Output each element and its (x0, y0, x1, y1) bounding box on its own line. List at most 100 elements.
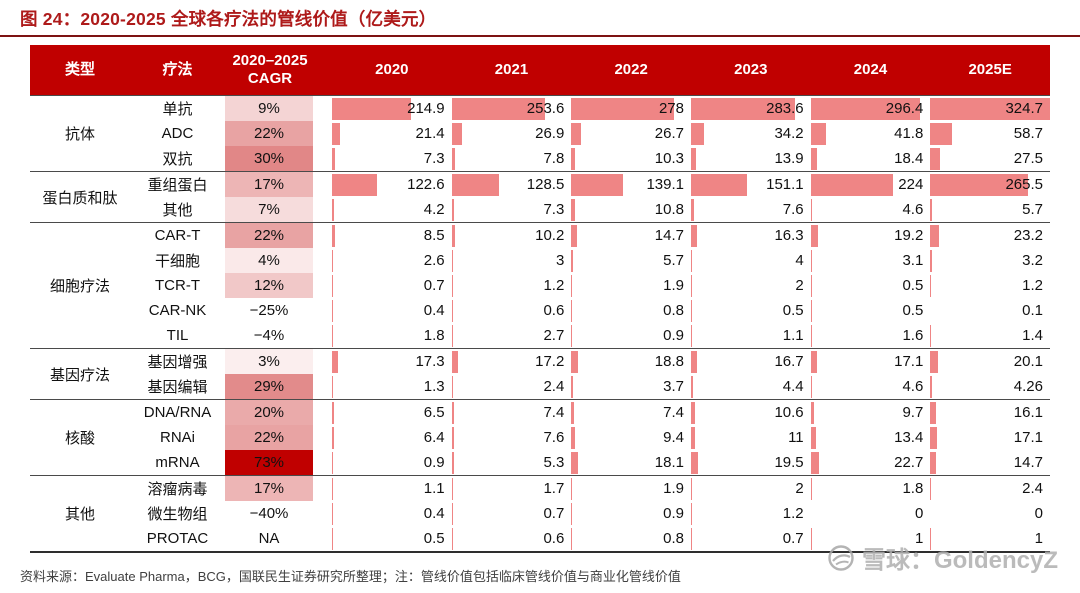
value-cell: 18.4 (810, 146, 931, 171)
value-bar (930, 97, 1050, 120)
value-cell: 7.6 (451, 425, 572, 450)
value-label: 23.2 (1013, 227, 1043, 244)
value-bar (571, 401, 575, 424)
value-bar (690, 224, 697, 247)
value-cell: 17.3 (332, 349, 452, 374)
value-bar (571, 426, 575, 449)
value-label: 3 (555, 252, 565, 269)
value-bar (332, 350, 339, 373)
value-label: 1.9 (663, 277, 684, 294)
value-label: 11 (788, 429, 804, 446)
cagr-heatmap-value: 30% (225, 146, 313, 171)
value-label: 5.7 (1022, 201, 1043, 218)
value-label: 1.2 (1022, 277, 1043, 294)
value-bar (810, 350, 817, 373)
value-label: 4 (795, 252, 804, 269)
value-label: 324.7 (1005, 100, 1043, 117)
therapy-group: 基因疗法 基因增强 3% 17.3 17.2 18.8 16.7 17.1 20.1 基因编辑 29… (30, 348, 1050, 399)
therapy-cell: 双抗 (162, 151, 193, 168)
cagr-cell: 29% (225, 374, 332, 399)
cagr-cell: 22% (225, 425, 332, 450)
therapy-group: 细胞疗法 CAR-T 22% 8.5 10.2 14.7 16.3 19.2 23.2 干细胞 4%… (30, 222, 1050, 348)
source-note: 资料来源：Evaluate Pharma，BCG，国联民生证券研究所整理；注：管… (20, 569, 681, 584)
value-label: 1.9 (663, 480, 684, 497)
value-label: 128.5 (526, 176, 565, 193)
value-bar (332, 198, 334, 221)
value-label: 1.8 (902, 480, 924, 497)
value-cell: 58.7 (930, 121, 1050, 146)
value-bar (332, 401, 335, 424)
value-label: 0 (1034, 505, 1043, 522)
value-bar (571, 375, 573, 398)
value-bar (690, 375, 693, 398)
value-label: 0.8 (663, 530, 684, 547)
value-cell: 214.9 (332, 96, 452, 121)
value-label: 1.6 (902, 327, 924, 344)
therapy-cell: CAR-NK (148, 302, 207, 319)
value-label: 0.5 (902, 277, 924, 294)
therapy-cell: mRNA (155, 454, 200, 471)
cagr-heatmap-value: 17% (225, 172, 313, 197)
value-cell: 7.6 (690, 197, 811, 222)
value-label: 0.6 (543, 530, 565, 547)
value-bar (690, 147, 697, 170)
value-cell: 224 (810, 172, 931, 197)
value-bar (690, 426, 696, 449)
value-bar (451, 97, 546, 120)
column-header: 2024 (853, 61, 888, 78)
therapy-cell: 基因增强 (147, 354, 208, 371)
value-cell: 0.4 (332, 501, 452, 526)
table-header-row: 类型 疗法 2020–2025 CAGR 2020 2021 2022 2023 2024 20… (30, 45, 1050, 95)
value-cell: 1.8 (332, 323, 452, 348)
value-cell: 17.1 (810, 349, 931, 374)
value-bar (690, 97, 796, 120)
value-bar (930, 350, 938, 373)
value-bar (810, 224, 818, 247)
value-cell: 14.7 (571, 223, 691, 248)
value-bar (810, 122, 827, 145)
cagr-cell: 20% (225, 400, 332, 425)
value-label: 0.4 (423, 302, 445, 319)
value-label: 0 (914, 505, 924, 522)
column-header: 疗法 (162, 61, 193, 78)
value-cell: 4 (690, 248, 811, 273)
value-bar (451, 173, 499, 196)
value-cell: 19.5 (690, 450, 811, 475)
value-cell: 0.9 (571, 323, 691, 348)
value-cell: 1.6 (810, 323, 931, 348)
value-cell: 4.26 (930, 374, 1050, 399)
value-label: 14.7 (654, 227, 684, 244)
value-bar (332, 147, 335, 170)
value-label: 4.26 (1013, 378, 1043, 395)
value-label: 58.7 (1013, 125, 1043, 142)
value-label: 6.4 (423, 429, 445, 446)
therapy-cell: 重组蛋白 (147, 177, 208, 194)
value-label: 1.2 (543, 277, 565, 294)
value-label: 1.3 (423, 378, 445, 395)
value-label: 26.7 (654, 125, 684, 142)
therapy-cell: CAR-T (154, 227, 201, 244)
value-label: 7.4 (663, 404, 684, 421)
value-cell: 4.2 (332, 197, 452, 222)
value-label: 0.5 (423, 530, 445, 547)
value-cell: 10.8 (571, 197, 691, 222)
value-label: 4.4 (782, 378, 804, 395)
value-label: 4.6 (902, 378, 924, 395)
column-header: 2020–2025 CAGR (232, 52, 308, 87)
value-cell: 4.4 (690, 374, 811, 399)
value-cell: 2.4 (930, 476, 1050, 501)
value-bar (451, 350, 458, 373)
value-cell: 6.4 (332, 425, 452, 450)
value-label: 283.6 (766, 100, 804, 117)
value-cell: 1.9 (571, 476, 691, 501)
value-cell: 2.7 (451, 323, 572, 348)
column-header: 2021 (494, 61, 529, 78)
therapy-cell: TCR-T (155, 277, 200, 294)
value-label: 7.4 (543, 404, 565, 421)
value-cell: 1 (810, 526, 931, 551)
value-bar (451, 375, 453, 398)
value-label: 224 (898, 176, 924, 193)
value-bar (451, 249, 453, 272)
value-bar (810, 97, 920, 120)
